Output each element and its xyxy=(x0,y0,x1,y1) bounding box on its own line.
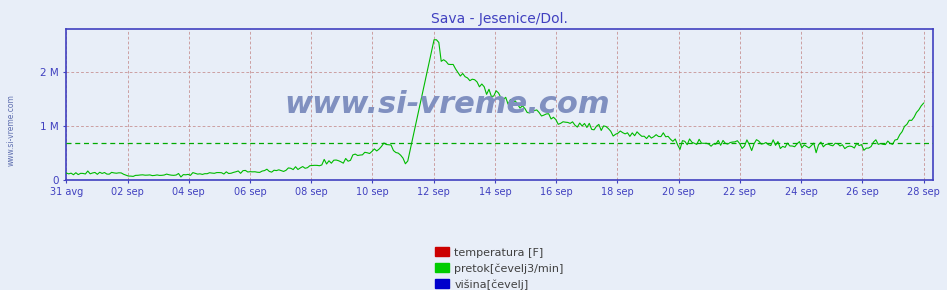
Text: www.si-vreme.com: www.si-vreme.com xyxy=(7,95,16,166)
Legend: temperatura [F], pretok[čevelj3/min], višina[čevelj]: temperatura [F], pretok[čevelj3/min], vi… xyxy=(431,243,568,290)
Text: www.si-vreme.com: www.si-vreme.com xyxy=(285,90,611,119)
Title: Sava - Jesenice/Dol.: Sava - Jesenice/Dol. xyxy=(431,12,568,26)
